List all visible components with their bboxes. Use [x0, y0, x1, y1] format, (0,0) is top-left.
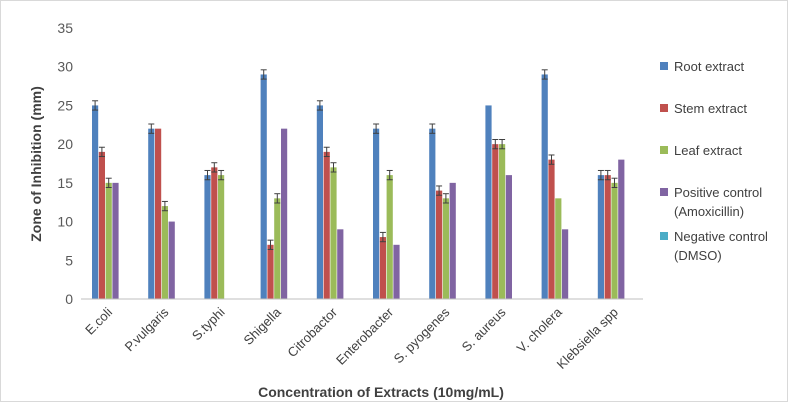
legend-label: Stem extract	[674, 101, 747, 116]
bar	[105, 182, 112, 299]
y-tick-label: 35	[57, 20, 73, 36]
bar	[429, 128, 436, 299]
x-tick-label: S. pyogenes	[391, 304, 453, 366]
x-tick-label: Shigella	[241, 304, 285, 348]
legend-label: Positive control (Amoxicillin)	[674, 185, 762, 219]
bar	[541, 74, 548, 299]
legend-label: Root extract	[674, 59, 744, 74]
bar	[449, 182, 456, 299]
x-axis-title: Concentration of Extracts (10mg/mL)	[258, 384, 504, 400]
bar	[168, 221, 175, 299]
x-tick-label: E.coli	[82, 304, 115, 337]
bar	[442, 198, 449, 299]
x-tick-label: P.vulgaris	[122, 304, 172, 354]
y-tick-label: 20	[57, 136, 73, 152]
bars	[92, 74, 625, 299]
y-tick-label: 15	[57, 175, 73, 191]
bar	[337, 229, 344, 299]
y-axis-title: Zone of Inhibition (mm)	[28, 86, 44, 242]
x-tick-label: S.typhi	[189, 304, 228, 343]
bar	[98, 151, 105, 299]
legend-swatch	[660, 62, 668, 70]
x-tick-label: V. cholera	[514, 304, 566, 356]
bar	[112, 182, 119, 299]
bar	[281, 128, 288, 299]
bar	[161, 206, 168, 299]
bar	[373, 128, 380, 299]
x-tick-label: Enterobacter	[333, 304, 397, 368]
bar	[597, 175, 604, 299]
x-tick-label: Citrobactor	[284, 304, 340, 360]
bar	[330, 167, 337, 299]
y-tick-label: 10	[57, 214, 73, 230]
bar	[211, 167, 218, 299]
x-axis-labels: E.coli P.vulgaris S.typhi Shigella Citrobact…	[82, 304, 621, 372]
bar	[155, 128, 162, 299]
bar	[260, 74, 267, 299]
bar	[148, 128, 155, 299]
legend-swatch	[660, 146, 668, 154]
y-axis: 0 5 10 15 20 25 30 35	[57, 20, 73, 307]
legend-swatch	[660, 188, 668, 196]
bar	[505, 175, 512, 299]
bar	[555, 198, 562, 299]
y-tick-label: 0	[65, 291, 73, 307]
bar	[218, 175, 225, 299]
y-tick-label: 5	[65, 252, 73, 268]
bar	[393, 244, 400, 299]
y-tick-label: 30	[57, 59, 73, 75]
bar	[548, 159, 555, 299]
bar	[274, 198, 281, 299]
bar	[499, 144, 506, 299]
bar	[92, 105, 99, 299]
bar	[562, 229, 569, 299]
legend-label: Negative control (DMSO)	[674, 229, 768, 263]
bar	[386, 175, 393, 299]
bar	[485, 105, 492, 299]
bar	[204, 175, 211, 299]
bar	[611, 182, 618, 299]
bar	[316, 105, 323, 299]
x-tick-label: S. aureus	[459, 304, 509, 354]
bar	[436, 190, 443, 299]
legend-swatch	[660, 232, 668, 240]
bar	[379, 237, 386, 299]
bar	[267, 244, 274, 299]
bar	[604, 175, 611, 299]
bar	[492, 144, 499, 299]
legend-swatch	[660, 104, 668, 112]
y-tick-label: 25	[57, 97, 73, 113]
bar	[618, 159, 625, 299]
error-bars	[92, 69, 618, 250]
bar	[323, 151, 330, 299]
legend-label: Leaf extract	[674, 143, 742, 158]
legend: Root extract Stem extract Leaf extract Posi…	[660, 59, 768, 263]
